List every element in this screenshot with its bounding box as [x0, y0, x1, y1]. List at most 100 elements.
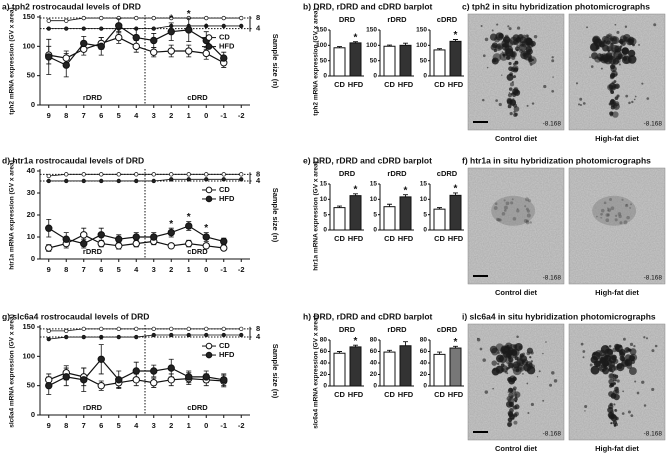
- coordinate-label: -8.168: [543, 121, 562, 128]
- signal-dot: [610, 102, 616, 108]
- signal-dot: [628, 348, 632, 352]
- signal-dot: [600, 354, 602, 356]
- signal-dot: [603, 201, 607, 205]
- signal-dot: [519, 357, 523, 361]
- signal-dot: [590, 65, 594, 68]
- signal-dot: [611, 413, 617, 419]
- signal-dot: [516, 358, 525, 367]
- series-point: [132, 367, 140, 375]
- sample-size-point: [221, 326, 226, 331]
- signal-dot: [611, 370, 614, 374]
- signal-dot: [594, 55, 602, 63]
- signal-dot: [600, 216, 602, 219]
- sample-size-point: [169, 326, 174, 331]
- signal-dot: [507, 25, 510, 28]
- series-point: [80, 39, 88, 48]
- sample-size-point: [116, 178, 121, 184]
- y-tick-label: 20: [320, 371, 328, 378]
- signal-dot: [622, 56, 628, 61]
- signal-dot: [607, 209, 610, 212]
- signal-dot: [491, 360, 498, 366]
- signal-dot: [580, 342, 584, 346]
- signal-dot: [522, 360, 526, 364]
- signal-dot: [545, 341, 547, 343]
- signal-dot: [530, 366, 533, 369]
- x-tick-label: 3: [152, 111, 156, 120]
- signal-dot: [523, 52, 532, 61]
- y-tick-label: 60: [420, 348, 428, 355]
- signal-dot: [614, 214, 618, 217]
- series-point: [62, 373, 70, 381]
- signal-dot: [509, 388, 512, 391]
- signal-dot: [613, 403, 616, 406]
- signal-dot: [613, 80, 617, 83]
- signal-dot: [496, 217, 500, 222]
- signal-dot: [619, 38, 624, 44]
- x-tick-label: HFD: [398, 390, 414, 399]
- y2-tick-label: 8: [256, 13, 260, 22]
- x-tick-label: 5: [117, 421, 121, 430]
- significance-mark: *: [354, 184, 358, 195]
- signal-dot: [610, 64, 616, 70]
- y-tick-label: 40: [320, 360, 328, 367]
- panel-title: a) tph2 rostrocaudal levels of DRD: [2, 1, 141, 11]
- sample-size-point: [64, 328, 69, 334]
- series-point: [62, 61, 70, 69]
- signal-dot: [506, 372, 509, 375]
- signal-dot: [605, 213, 610, 217]
- signal-dot: [614, 218, 618, 222]
- series-point: [97, 231, 105, 239]
- signal-dot: [518, 43, 527, 52]
- signal-dot: [504, 45, 514, 55]
- signal-dot: [605, 218, 610, 223]
- series-point: [132, 42, 140, 51]
- sample-size-point: [99, 26, 104, 31]
- y-tick-label: 10: [320, 196, 328, 203]
- signal-dot: [622, 33, 631, 42]
- y-tick-label: 0: [323, 227, 327, 234]
- signal-dot: [512, 386, 517, 391]
- signal-dot: [622, 390, 624, 393]
- sample-size-point: [99, 334, 104, 340]
- signal-dot: [525, 220, 530, 225]
- signal-dot: [527, 48, 533, 55]
- series-point: [202, 49, 210, 58]
- panel-title: d) htr1a rostrocaudal levels of DRD: [2, 155, 144, 165]
- y-tick-label: 10: [420, 196, 428, 203]
- y-tick-label: 60: [370, 348, 378, 355]
- y-tick-label: 50: [420, 57, 428, 64]
- signal-dot: [605, 58, 610, 62]
- x-tick-label: CD: [334, 390, 345, 399]
- signal-dot: [486, 66, 489, 69]
- x-tick-label: CD: [434, 234, 445, 243]
- x-tick-label: HFD: [448, 234, 464, 243]
- bar: [383, 45, 396, 77]
- signal-dot: [627, 55, 637, 64]
- signal-dot: [589, 56, 591, 59]
- signal-dot: [516, 44, 520, 48]
- panel-title: f) htr1a in situ hybridization photomicr…: [462, 155, 651, 165]
- series-point: [185, 373, 193, 381]
- y-tick-label: 10: [27, 232, 35, 241]
- signal-dot: [504, 205, 508, 210]
- signal-dot: [609, 402, 613, 407]
- sample-size-point: [81, 326, 86, 331]
- error-bar: [403, 341, 408, 346]
- signal-dot: [629, 342, 634, 347]
- y-tick-label: 100: [22, 41, 35, 50]
- y-axis-label: slc6a4 mRNA expression (GV x area): [313, 315, 320, 429]
- series-point: [167, 242, 175, 250]
- sample-size-line: [48, 334, 242, 340]
- y2-axis-label: Sample size (n): [271, 34, 280, 89]
- series-point: [185, 26, 193, 34]
- x-tick-label: 3: [152, 265, 156, 274]
- legend-marker: [205, 43, 213, 50]
- x-tick-label: 8: [64, 111, 68, 120]
- series-point: [167, 364, 175, 372]
- signal-dot: [510, 201, 514, 205]
- signal-dot: [482, 358, 486, 362]
- signal-dot: [608, 46, 614, 52]
- signal-dot: [623, 220, 628, 225]
- signal-dot: [618, 63, 621, 66]
- signal-dot: [492, 58, 497, 63]
